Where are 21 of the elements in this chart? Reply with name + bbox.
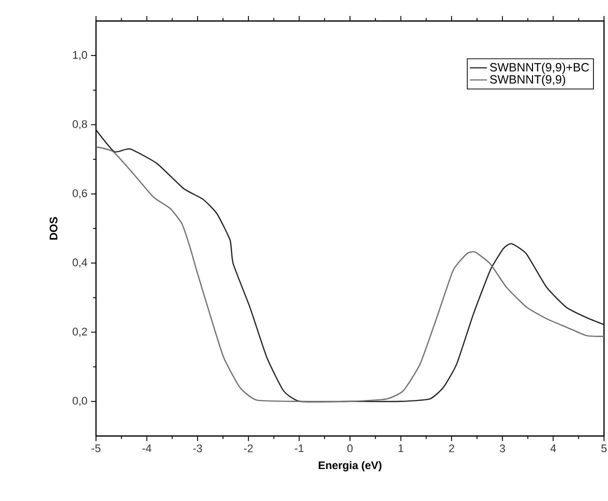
x-tick-label: 1 — [398, 444, 404, 452]
x-axis-title: Energia (eV) — [318, 461, 382, 472]
y-tick-label: 0,0 — [72, 396, 88, 406]
legend-label: SWBNNT(9,9) — [490, 74, 566, 86]
x-tick-label: 0 — [347, 444, 353, 452]
y-tick-label: 0,6 — [72, 189, 87, 198]
x-tick-label: 2 — [449, 444, 454, 452]
y-tick-label: 1,0 — [73, 51, 88, 60]
y-tick-label: 0,4 — [72, 258, 88, 268]
x-tick-label: 4 — [550, 444, 556, 452]
x-tick-label: -1 — [294, 444, 304, 452]
x-tick-label: -4 — [142, 444, 152, 452]
x-tick-label: 3 — [500, 444, 505, 452]
x-tick-label: -5 — [92, 444, 100, 452]
x-tick-label: -2 — [244, 444, 253, 452]
y-tick-label: 0,2 — [72, 328, 87, 337]
x-tick-label: 5 — [601, 444, 607, 452]
x-tick-label: -3 — [193, 444, 202, 452]
legend-label: SWBNNT(9,9)+BC — [490, 62, 589, 74]
y-tick-label: 0,8 — [72, 120, 87, 130]
y-axis-title: DOS — [50, 217, 58, 240]
